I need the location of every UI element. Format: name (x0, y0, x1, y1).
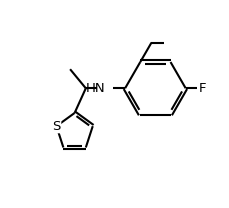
Text: S: S (52, 120, 60, 133)
Text: HN: HN (85, 82, 104, 95)
Text: F: F (198, 82, 206, 95)
